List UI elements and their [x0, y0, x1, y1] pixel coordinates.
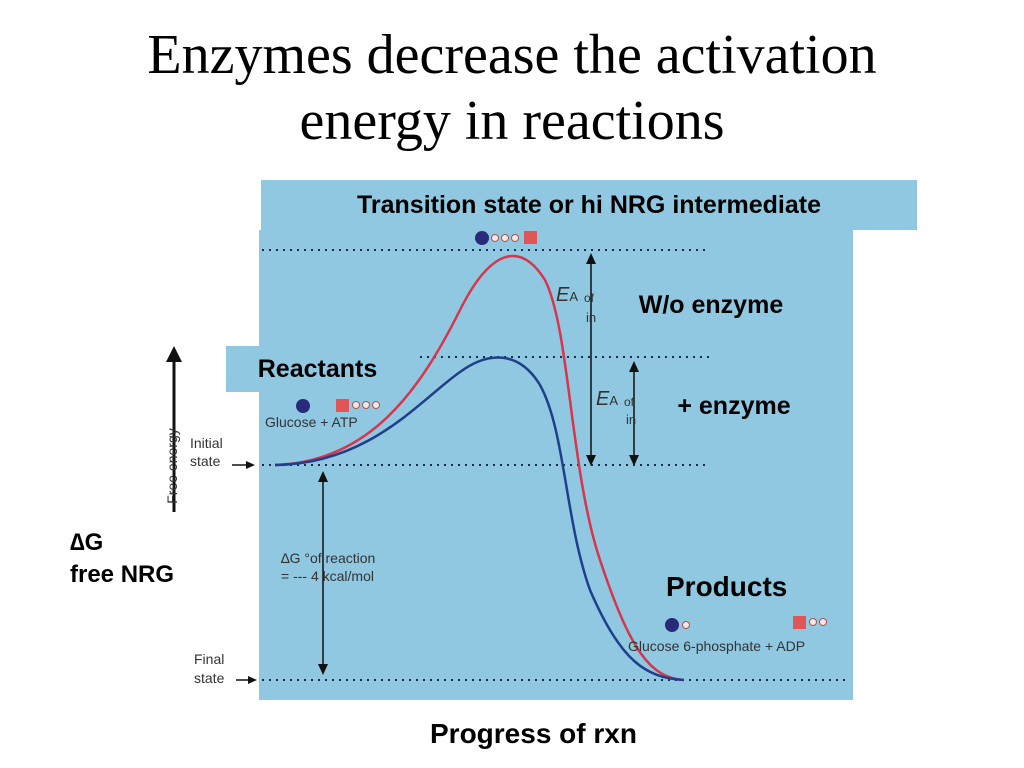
ea-catalyzed-of: of — [624, 395, 635, 409]
catalyzed-curve — [274, 356, 685, 682]
delta-g-symbol: ∆G — [70, 529, 104, 556]
ea-uncatalyzed-in: in — [586, 310, 597, 325]
free-energy-axis-arrowhead — [166, 346, 182, 362]
delta-g-text: free NRG — [70, 561, 175, 588]
atp-molecule-icon — [336, 399, 380, 412]
initial-state-line-1: Initial — [190, 435, 223, 451]
delta-g-arrowhead-bottom — [318, 664, 328, 675]
ea-uncatalyzed-arrowhead-bottom — [586, 455, 596, 466]
x-axis-label: Progress of rxn — [430, 718, 637, 749]
delta-g-arrowhead-top — [318, 471, 328, 482]
initial-state-label: Initial state — [190, 434, 223, 470]
delta-g-reaction-line-2: = --- 4 kcal/mol — [281, 568, 374, 584]
final-state-label: Final state — [194, 650, 224, 688]
uncatalyzed-curve — [274, 254, 685, 682]
ea-catalyzed-arrowhead-top — [629, 361, 639, 372]
initial-state-line-2: state — [190, 453, 221, 469]
ea-catalyzed-label: EA — [596, 388, 619, 410]
ea-catalyzed-in: in — [626, 412, 637, 427]
glucose-6-phosphate-molecule-icon — [665, 618, 690, 632]
ea-catalyzed-arrowhead-bottom — [629, 455, 639, 466]
final-state-pointer-head — [248, 676, 257, 684]
slide-title: Enzymes decrease the activation energy i… — [0, 22, 1024, 154]
ea-uncatalyzed-of: of — [584, 291, 595, 305]
products-caption: Glucose 6-phosphate + ADP — [628, 638, 806, 654]
delta-g-reaction-label: ∆G °of reaction = --- 4 kcal/mol — [281, 549, 375, 585]
reactants-caption: Glucose + ATP — [265, 414, 358, 430]
initial-state-pointer-head — [246, 461, 255, 469]
reactants-label: Reactants — [226, 346, 409, 392]
transition-state-molecule-icon — [475, 231, 537, 245]
final-state-line-2: state — [194, 670, 225, 686]
transition-state-label: Transition state or hi NRG intermediate — [261, 180, 917, 230]
title-line-1: Enzymes decrease the activation — [147, 24, 877, 86]
free-energy-axis-label: Free energy — [164, 428, 180, 504]
glucose-molecule-icon — [296, 399, 310, 413]
title-line-2: energy in reactions — [299, 90, 725, 152]
ea-uncatalyzed-label: EA — [556, 284, 579, 306]
products-label: Products — [666, 571, 788, 602]
with-enzyme-label: + enzyme — [648, 384, 820, 428]
without-enzyme-label: W/o enzyme — [601, 283, 821, 327]
delta-g-reaction-line-1: ∆G °of reaction — [281, 550, 376, 566]
delta-g-label: ∆G free NRG — [70, 527, 174, 591]
adp-molecule-icon — [793, 616, 827, 629]
ea-uncatalyzed-arrowhead-top — [586, 253, 596, 264]
final-state-line-1: Final — [194, 651, 225, 667]
